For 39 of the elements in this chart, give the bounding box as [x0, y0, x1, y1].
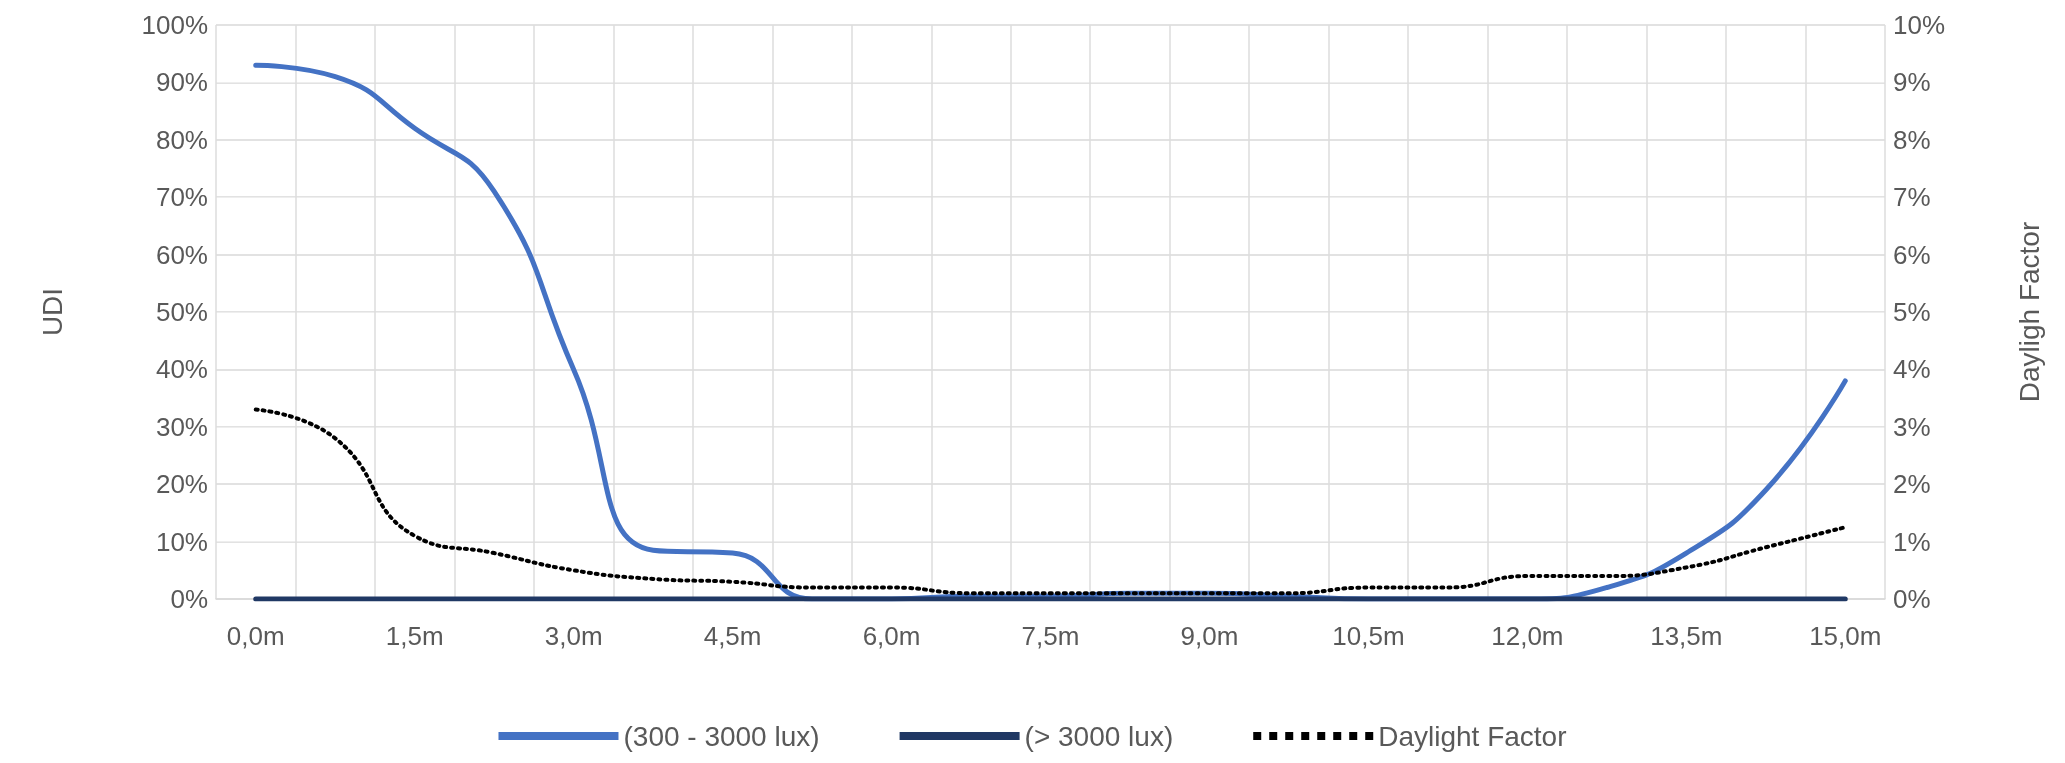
x-tick-label: 3,0m — [544, 621, 603, 651]
y-tick-label: 40% — [155, 354, 208, 385]
y2-tick-label: 2% — [1893, 469, 1931, 500]
y2-tick-label: 1% — [1893, 526, 1931, 557]
legend-label: (300 - 3000 lux) — [623, 720, 820, 752]
y-tick-label: 30% — [155, 411, 208, 442]
y2-tick-label: 8% — [1893, 124, 1931, 155]
y-axis-title: UDI — [36, 287, 68, 337]
x-tick-label: 0,0m — [226, 621, 285, 651]
y-tick-label: 60% — [155, 239, 208, 270]
x-tick-label: 12,0m — [1491, 621, 1564, 651]
y2-tick-label: 9% — [1893, 67, 1931, 98]
legend-label: (> 3000 lux) — [1024, 720, 1174, 752]
y2-tick-label: 0% — [1893, 584, 1931, 614]
x-tick-label: 9,0m — [1180, 621, 1239, 651]
x-tick-label: 4,5m — [703, 621, 762, 651]
y-tick-label: 10% — [155, 526, 208, 557]
y2-tick-label: 5% — [1893, 297, 1931, 327]
y-tick-label: 90% — [155, 67, 208, 98]
x-tick-label: 6,0m — [862, 621, 921, 651]
y2-tick-label: 3% — [1893, 411, 1931, 442]
y-tick-label: 0% — [170, 584, 208, 614]
y2-axis-title: Dayligh Factor — [2013, 221, 2045, 403]
y2-tick-label: 6% — [1893, 239, 1931, 270]
x-tick-label: 13,5m — [1650, 621, 1723, 651]
line-series — [253, 407, 1848, 596]
y2-tick-label: 7% — [1893, 182, 1931, 213]
y2-tick-label: 4% — [1893, 354, 1931, 385]
x-tick-label: 10,5m — [1332, 621, 1405, 651]
y-tick-label: 20% — [155, 469, 208, 500]
y-tick-label: 80% — [155, 124, 208, 155]
y-tick-label: 70% — [155, 182, 208, 213]
x-tick-label: 15,0m — [1809, 621, 1882, 651]
y-tick-label: 50% — [155, 297, 208, 327]
x-tick-label: 1,5m — [385, 621, 444, 651]
x-tick-label: 7,5m — [1021, 621, 1080, 651]
y2-tick-label: 10% — [1893, 10, 1946, 40]
legend-label: Daylight Factor — [1378, 720, 1567, 752]
y-tick-label: 100% — [141, 10, 208, 40]
